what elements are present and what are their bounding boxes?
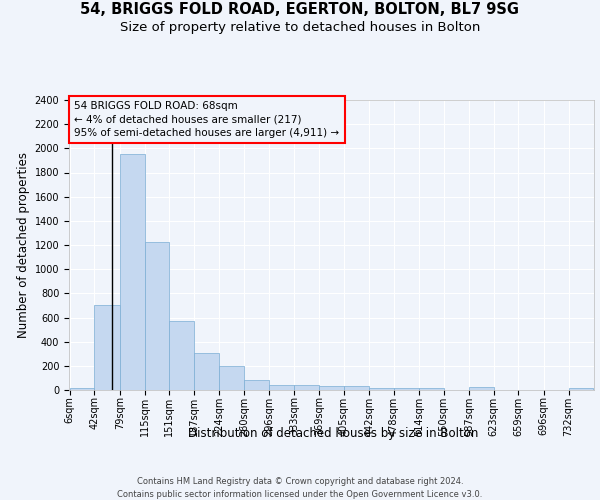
Bar [94,306,120,390]
Bar [169,320,194,390]
Text: Distribution of detached houses by size in Bolton: Distribution of detached houses by size … [188,428,478,440]
Bar [194,353,220,390]
Bar [244,380,269,390]
Text: 54, BRIGGS FOLD ROAD, EGERTON, BOLTON, BL7 9SG: 54, BRIGGS FOLD ROAD, EGERTON, BOLTON, B… [80,2,520,18]
Bar [369,388,394,390]
Bar [145,242,169,390]
Bar [269,384,295,390]
Bar [394,388,419,390]
Bar [469,387,494,390]
Bar [569,388,593,390]
Bar [319,386,344,390]
Bar [70,388,94,390]
Text: 54 BRIGGS FOLD ROAD: 68sqm
← 4% of detached houses are smaller (217)
95% of semi: 54 BRIGGS FOLD ROAD: 68sqm ← 4% of detac… [74,102,340,138]
Bar [220,366,244,390]
Bar [419,388,443,390]
Text: Size of property relative to detached houses in Bolton: Size of property relative to detached ho… [120,21,480,34]
Y-axis label: Number of detached properties: Number of detached properties [17,152,31,338]
Text: Contains HM Land Registry data © Crown copyright and database right 2024.
Contai: Contains HM Land Registry data © Crown c… [118,478,482,499]
Bar [344,386,369,390]
Bar [295,385,319,390]
Bar [120,154,145,390]
